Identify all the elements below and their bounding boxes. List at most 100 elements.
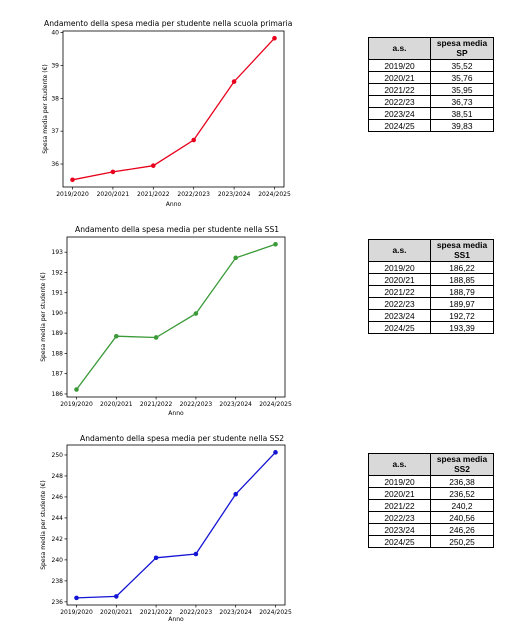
table-row: 2022/23 36,73 bbox=[368, 95, 494, 108]
x-tick-label: 2020/2021 bbox=[100, 609, 133, 616]
year-cell: 2021/22 bbox=[368, 83, 431, 96]
value-cell: 192,72 bbox=[430, 309, 494, 322]
value-cell: 246,26 bbox=[430, 523, 494, 536]
year-cell: 2023/24 bbox=[368, 523, 431, 536]
table-row: 2020/21 236,52 bbox=[368, 487, 494, 500]
y-tick-label: 236 bbox=[52, 599, 64, 606]
value-cell: 186,22 bbox=[430, 261, 494, 274]
table-row: 2023/24 38,51 bbox=[368, 107, 494, 120]
data-point bbox=[272, 35, 277, 41]
x-tick-label: 2023/2024 bbox=[218, 191, 251, 198]
x-tick-label: 2020/2021 bbox=[100, 401, 133, 408]
chart-title: Andamento della spesa media per studente… bbox=[80, 434, 284, 443]
series-line bbox=[72, 37, 275, 181]
table-row: 2022/23 240,56 bbox=[368, 511, 494, 524]
y-tick-label: 240 bbox=[52, 557, 64, 564]
y-tick-label: 248 bbox=[52, 473, 64, 480]
x-tick-label: 2019/2020 bbox=[60, 609, 93, 616]
year-cell: 2024/25 bbox=[368, 321, 431, 334]
table-row: 2021/22 35,95 bbox=[368, 83, 494, 96]
y-axis-label: Spesa media per studente (€) bbox=[40, 272, 47, 362]
data-point bbox=[193, 551, 199, 557]
x-tick-label: 2020/2021 bbox=[97, 191, 130, 198]
y-tick-label: 40 bbox=[51, 30, 59, 37]
x-tick-label: 2022/2023 bbox=[177, 191, 210, 198]
x-tick-label: 2022/2023 bbox=[180, 401, 213, 408]
data-point bbox=[153, 555, 159, 561]
value-cell: 188,79 bbox=[430, 285, 494, 298]
data-point bbox=[74, 387, 79, 392]
value-cell: 39,83 bbox=[430, 119, 494, 132]
year-cell: 2022/23 bbox=[368, 297, 431, 310]
year-cell: 2019/20 bbox=[368, 59, 431, 72]
data-point bbox=[70, 177, 75, 183]
plot-frame bbox=[66, 236, 286, 398]
x-tick-label: 2021/2022 bbox=[137, 191, 170, 198]
value-cell: 236,52 bbox=[430, 487, 494, 500]
y-tick-label: 190 bbox=[52, 310, 64, 317]
data-point bbox=[193, 311, 199, 316]
year-cell: 2019/20 bbox=[368, 475, 431, 488]
x-tick-label: 2024/2025 bbox=[259, 609, 292, 616]
table-row: 2023/24 246,26 bbox=[368, 523, 494, 536]
year-cell: 2022/23 bbox=[368, 511, 431, 524]
data-point bbox=[273, 241, 278, 247]
header-cell-year: a.s. bbox=[368, 37, 431, 60]
data-point bbox=[74, 595, 79, 601]
year-cell: 2020/21 bbox=[368, 71, 431, 84]
value-cell: 250,25 bbox=[430, 535, 494, 548]
data-point bbox=[233, 491, 238, 497]
data-point bbox=[231, 79, 237, 84]
data-point bbox=[110, 169, 116, 175]
chart-primaria: Andamento della spesa media per studente… bbox=[42, 19, 292, 208]
value-cell: 193,39 bbox=[430, 321, 494, 334]
table-row: 2024/25 250,25 bbox=[368, 535, 494, 548]
value-cell: 240,2 bbox=[430, 499, 494, 512]
chart-ss2: Andamento della spesa media per studente… bbox=[40, 434, 292, 623]
y-tick-label: 244 bbox=[52, 515, 64, 522]
x-tick-label: 2024/2025 bbox=[258, 191, 291, 198]
x-axis-label: Anno bbox=[168, 410, 184, 417]
table-row: 2024/25 193,39 bbox=[368, 321, 494, 334]
x-tick-label: 2021/2022 bbox=[140, 609, 173, 616]
table-header-row: a.s. spesa media SP bbox=[368, 37, 494, 60]
y-tick-label: 191 bbox=[52, 290, 64, 297]
value-cell: 189,97 bbox=[430, 297, 494, 310]
header-cell-value: spesa media SS2 bbox=[430, 453, 494, 476]
y-tick-label: 36 bbox=[51, 161, 59, 168]
y-tick-label: 246 bbox=[52, 494, 64, 501]
year-cell: 2023/24 bbox=[368, 107, 431, 120]
header-cell-value: spesa media SP bbox=[430, 37, 494, 60]
table-row: 2021/22 188,79 bbox=[368, 285, 494, 298]
x-tick-label: 2021/2022 bbox=[140, 401, 173, 408]
header-cell-year: a.s. bbox=[368, 453, 431, 476]
year-cell: 2019/20 bbox=[368, 261, 431, 274]
header-cell-year: a.s. bbox=[368, 239, 431, 262]
table-row: 2019/20 35,52 bbox=[368, 59, 494, 72]
y-tick-label: 186 bbox=[52, 391, 64, 398]
year-cell: 2024/25 bbox=[368, 119, 431, 132]
chart-title: Andamento della spesa media per studente… bbox=[75, 225, 279, 234]
data-point bbox=[114, 333, 119, 339]
y-tick-label: 193 bbox=[52, 249, 64, 256]
year-cell: 2021/22 bbox=[368, 499, 431, 512]
value-cell: 38,51 bbox=[430, 107, 494, 120]
y-tick-label: 238 bbox=[52, 578, 64, 585]
x-tick-label: 2024/2025 bbox=[259, 401, 292, 408]
table-row: 2024/25 39,83 bbox=[368, 119, 494, 132]
year-cell: 2020/21 bbox=[368, 273, 431, 286]
y-tick-label: 38 bbox=[51, 95, 59, 102]
y-tick-label: 250 bbox=[52, 452, 64, 459]
table-row: 2020/21 188,85 bbox=[368, 273, 494, 286]
table-row: 2023/24 192,72 bbox=[368, 309, 494, 322]
value-cell: 236,38 bbox=[430, 475, 494, 488]
table-row: 2019/20 236,38 bbox=[368, 475, 494, 488]
value-cell: 35,95 bbox=[430, 83, 494, 96]
table-row: 2022/23 189,97 bbox=[368, 297, 494, 310]
value-cell: 35,76 bbox=[430, 71, 494, 84]
x-tick-label: 2023/2024 bbox=[219, 401, 252, 408]
table-header-row: a.s. spesa media SS1 bbox=[368, 239, 494, 262]
year-cell: 2021/22 bbox=[368, 285, 431, 298]
value-cell: 188,85 bbox=[430, 273, 494, 286]
table-header-row: a.s. spesa media SS2 bbox=[368, 453, 494, 476]
